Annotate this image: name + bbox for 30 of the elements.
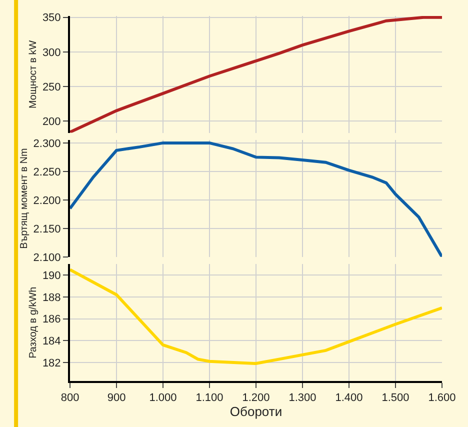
x-tick-label: 800 <box>60 392 80 404</box>
y-tick-label: 188 <box>42 292 61 304</box>
x-tick-label: 1.000 <box>149 392 177 404</box>
x-tick-label: 1.200 <box>242 392 270 404</box>
x-tick-label: 1.600 <box>428 392 456 404</box>
y-tick-label: 2.200 <box>33 194 61 207</box>
y-tick-label: 300 <box>42 46 61 59</box>
y-tick-label: 250 <box>42 81 61 94</box>
y-tick-label: 2.300 <box>33 138 61 150</box>
y-tick-label: 350 <box>42 12 61 24</box>
y-tick-label: 190 <box>42 270 61 282</box>
x-tick-label: 1.500 <box>382 392 410 404</box>
y-tick-label: 182 <box>42 357 61 370</box>
line-series <box>70 268 442 366</box>
y-axis-title: Въртящ момент в Nm <box>18 148 30 249</box>
x-tick-label: 900 <box>107 392 126 404</box>
y-tick-label: 186 <box>42 314 61 326</box>
y-tick-label: 2.100 <box>33 252 61 264</box>
y-axis-title: Разход в g/kWh <box>28 286 39 358</box>
line-series <box>70 16 442 133</box>
x-tick-label: 1.300 <box>288 392 316 404</box>
y-tick-label: 2.150 <box>33 223 61 236</box>
y-tick-label: 184 <box>42 335 61 348</box>
y-axis-title: Мощност в kW <box>28 40 39 108</box>
line-series <box>70 141 442 257</box>
x-axis-title: Обороти <box>230 404 282 420</box>
x-tick-label: 1.100 <box>196 392 224 404</box>
y-tick-label: 2.250 <box>33 166 61 178</box>
x-tick-label: 1.400 <box>335 392 363 404</box>
y-tick-label: 200 <box>42 116 61 128</box>
